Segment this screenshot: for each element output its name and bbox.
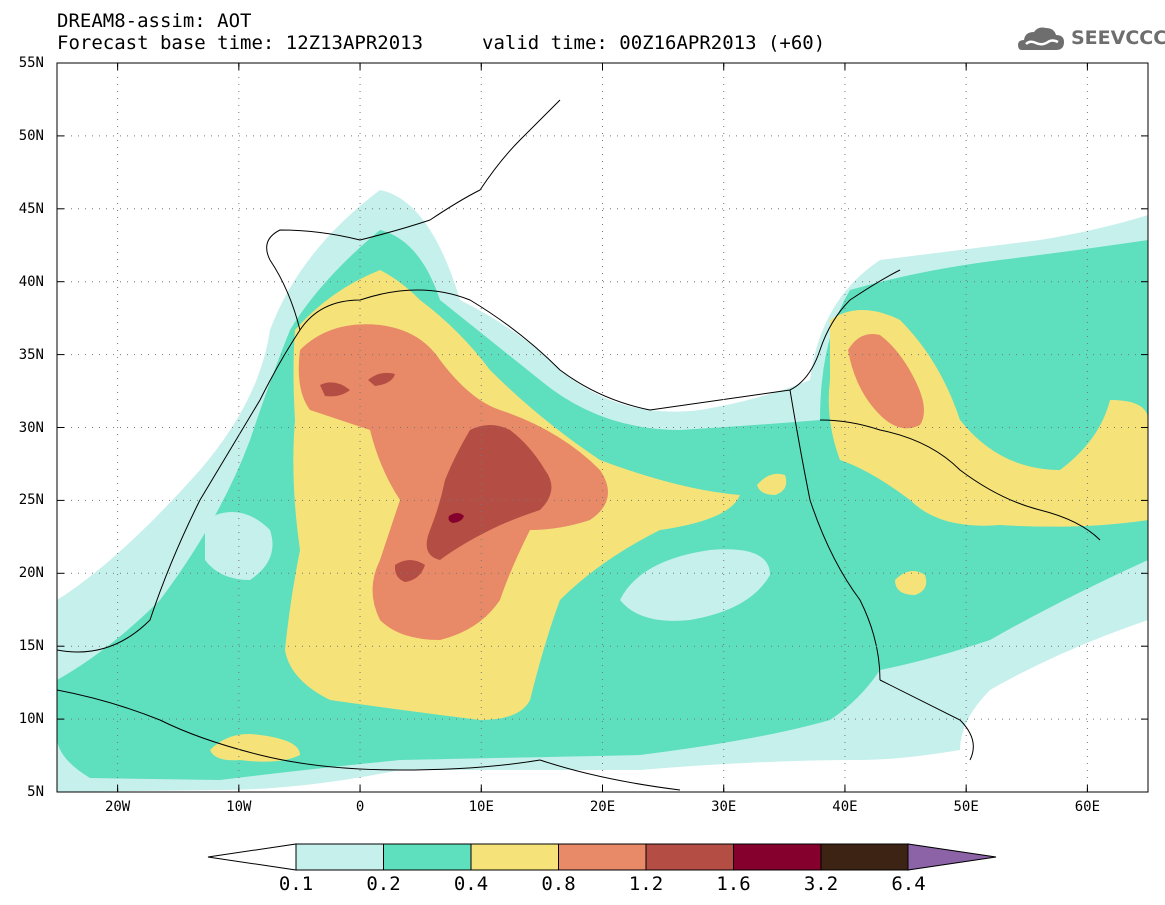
aot-band-0.4-patch	[828, 310, 1148, 527]
colorbar-box	[820, 843, 909, 871]
lon-label: 10W	[226, 799, 252, 815]
colorbar-level-label: 0.8	[541, 873, 576, 895]
grid-lines	[57, 63, 1148, 792]
lon-label: 60E	[1074, 799, 1101, 815]
lat-label: 50N	[18, 127, 44, 144]
seevccc-logo: SEEVCCC	[1016, 22, 1165, 56]
lat-label: 20N	[18, 565, 44, 582]
colorbar-level-label: 1.6	[716, 873, 751, 895]
aot-band-1.2-patch	[320, 382, 350, 397]
map-title: DREAM8-assim: AOT	[57, 10, 252, 32]
lat-label: 40N	[18, 273, 44, 290]
colorbar-level-label: 3.2	[803, 873, 839, 895]
forecast-times: Forecast base time: 12Z13APR2013 valid ti…	[57, 32, 825, 54]
lat-label: 55N	[18, 55, 44, 71]
colorbar-box	[558, 843, 647, 871]
lon-label: 30E	[711, 799, 737, 815]
aot-band-1.2	[426, 425, 552, 560]
colorbar-level-label: 0.2	[366, 873, 401, 895]
colorbar-box	[383, 843, 472, 871]
lat-label: 35N	[18, 346, 44, 363]
lon-label: 40E	[832, 799, 858, 815]
valid-time: valid time: 00Z16APR2013 (+60)	[482, 32, 826, 54]
axis-ticks	[57, 62, 1148, 793]
logo-text: SEEVCCC	[1071, 27, 1165, 49]
lat-label: 10N	[18, 711, 44, 728]
colorbar-box	[295, 843, 384, 871]
coastlines	[57, 99, 1101, 791]
lon-label: 20W	[104, 799, 131, 815]
colorbar-box	[733, 843, 822, 871]
colorbar-box	[645, 843, 734, 871]
colorbar-box	[470, 843, 559, 871]
lat-label: 15N	[18, 638, 44, 655]
colorbar-level-label: 1.2	[628, 873, 664, 895]
lon-label: 50E	[953, 799, 979, 815]
aot-band-0.1-patch	[620, 549, 770, 621]
lat-label: 25N	[18, 492, 44, 509]
colorbar-upper-arrow	[907, 843, 997, 871]
lat-label: 30N	[18, 419, 44, 436]
lon-label: 0	[355, 799, 365, 815]
lon-label: 20E	[589, 799, 616, 815]
lat-label: 5N	[27, 784, 44, 800]
colorbar-level-label: 0.4	[453, 873, 489, 895]
lon-label: 10E	[468, 799, 494, 815]
base-time: Forecast base time: 12Z13APR2013	[57, 32, 424, 54]
aot-band-1.2-patch	[368, 372, 395, 386]
colorbar-lower-arrow	[207, 843, 297, 871]
aot-band-0.4-patch	[210, 734, 300, 762]
cloud-logo-icon	[1018, 27, 1064, 50]
colorbar-level-label: 0.1	[278, 873, 314, 895]
aot-band-0.8-patch	[848, 334, 924, 429]
aot-band-0.4-patch	[895, 571, 927, 595]
aot-band-1.6	[448, 513, 464, 523]
lat-label: 45N	[18, 200, 44, 217]
aot-band-0.4-patch	[757, 473, 787, 495]
colorbar	[207, 843, 997, 871]
colorbar-level-label: 6.4	[891, 873, 926, 895]
aot-band-1.2-patch	[394, 560, 425, 582]
